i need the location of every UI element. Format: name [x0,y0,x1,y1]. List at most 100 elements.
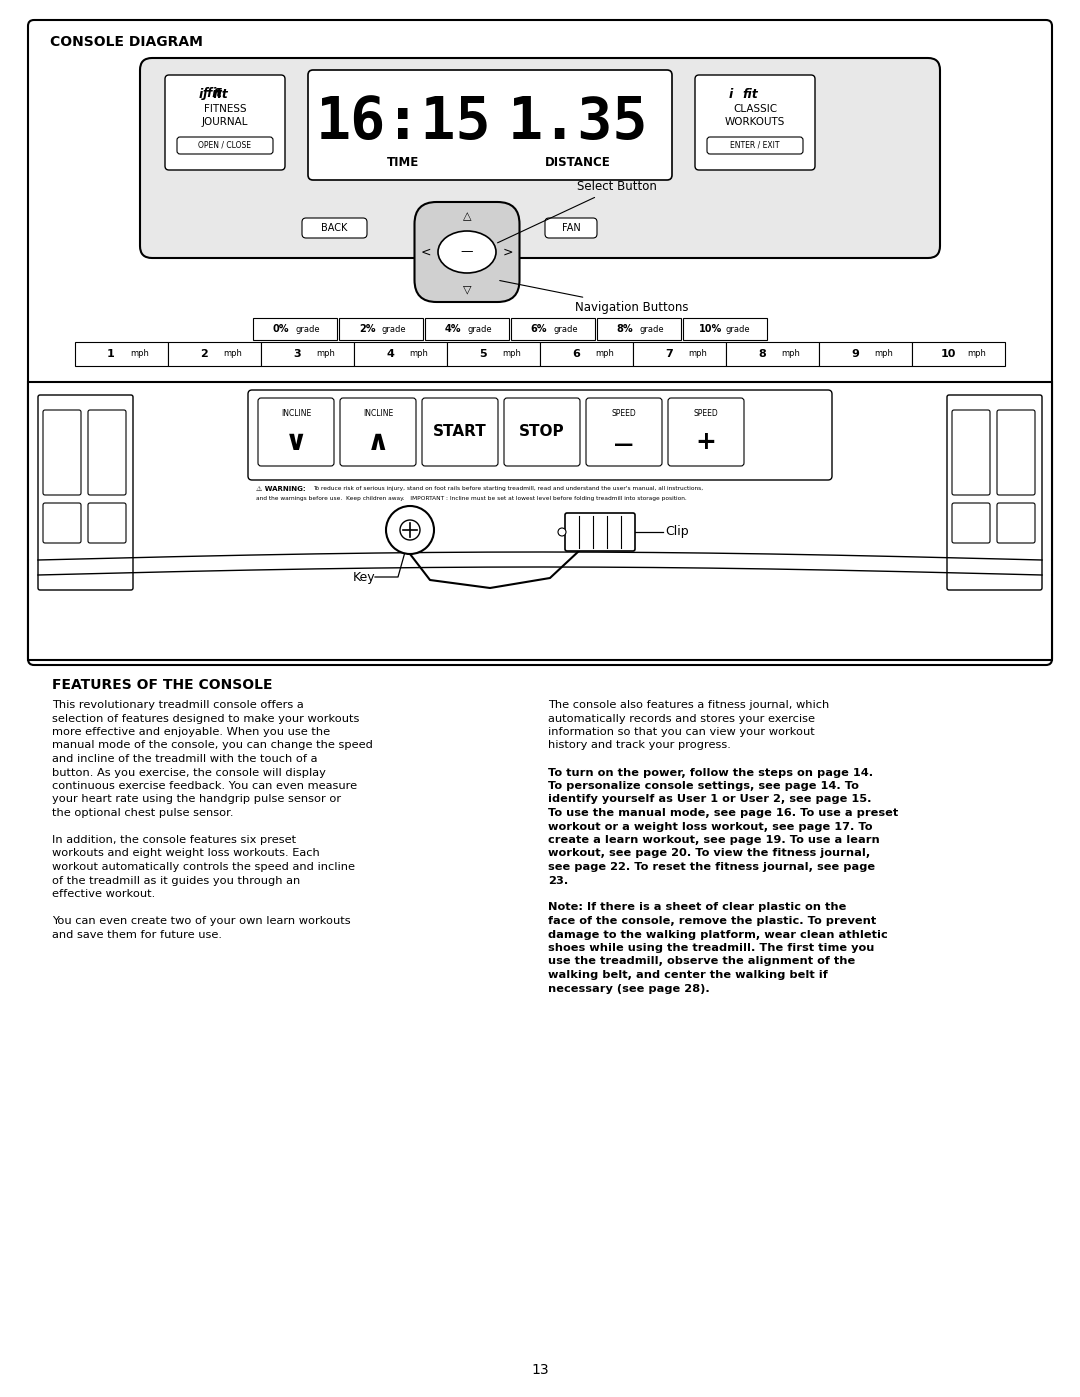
FancyBboxPatch shape [422,398,498,467]
Text: 7: 7 [665,349,673,359]
Text: identify yourself as User 1 or User 2, see page 15.: identify yourself as User 1 or User 2, s… [548,795,872,805]
Text: SPEED: SPEED [611,409,636,419]
Ellipse shape [438,231,496,272]
Text: mph: mph [595,349,615,359]
FancyBboxPatch shape [87,503,126,543]
Text: This revolutionary treadmill console offers a: This revolutionary treadmill console off… [52,700,303,710]
FancyBboxPatch shape [140,59,940,258]
Text: 2%: 2% [359,324,375,334]
Text: INCLINE: INCLINE [281,409,311,419]
Text: The console also features a fitness journal, which: The console also features a fitness jour… [548,700,829,710]
Text: grade: grade [296,324,321,334]
Text: 16:15: 16:15 [315,94,490,151]
Text: and save them for future use.: and save them for future use. [52,929,222,940]
Text: 2: 2 [200,349,207,359]
Bar [726,342,819,366]
Bar [426,319,509,339]
FancyBboxPatch shape [302,218,367,237]
FancyBboxPatch shape [586,398,662,467]
Bar [540,342,633,366]
Text: To reduce risk of serious injury, stand on foot rails before starting treadmill,: To reduce risk of serious injury, stand … [313,486,703,490]
Text: grade: grade [381,324,406,334]
Text: 0%: 0% [273,324,289,334]
Bar [28,381,1052,659]
Text: To use the manual mode, see page 16. To use a preset: To use the manual mode, see page 16. To … [548,807,899,819]
Text: damage to the walking platform, wear clean athletic: damage to the walking platform, wear cle… [548,929,888,940]
Text: create a learn workout, see page 19. To use a learn: create a learn workout, see page 19. To … [548,835,880,845]
FancyBboxPatch shape [707,137,804,154]
FancyBboxPatch shape [696,75,815,170]
Bar [253,319,337,339]
Bar [511,319,595,339]
Text: 3: 3 [293,349,301,359]
Text: 1.35: 1.35 [508,94,648,151]
Text: 1: 1 [107,349,114,359]
Text: automatically records and stores your exercise: automatically records and stores your ex… [548,714,815,724]
Text: Navigation Buttons: Navigation Buttons [500,281,689,313]
Text: mph: mph [968,349,986,359]
Bar [633,342,726,366]
Text: ENTER / EXIT: ENTER / EXIT [730,141,780,149]
FancyBboxPatch shape [504,398,580,467]
Text: ▽: ▽ [462,284,471,293]
Text: JOURNAL: JOURNAL [202,117,248,127]
Text: workout automatically controls the speed and incline: workout automatically controls the speed… [52,862,355,872]
Text: INCLINE: INCLINE [363,409,393,419]
Text: more effective and enjoyable. When you use the: more effective and enjoyable. When you u… [52,726,330,738]
Text: +: + [696,430,716,454]
Text: 4%: 4% [445,324,461,334]
Text: —: — [461,246,473,258]
Text: To personalize console settings, see page 14. To: To personalize console settings, see pag… [548,781,859,791]
FancyBboxPatch shape [947,395,1042,590]
Text: —: — [615,434,634,454]
Text: and the warnings before use.  Keep children away.   IMPORTANT : Incline must be : and the warnings before use. Keep childr… [256,496,687,502]
FancyBboxPatch shape [669,398,744,467]
Text: fit: fit [212,88,228,101]
Text: walking belt, and center the walking belt if: walking belt, and center the walking bel… [548,970,827,981]
FancyBboxPatch shape [951,409,990,495]
Text: 8: 8 [758,349,766,359]
Text: ∨: ∨ [285,427,307,455]
Text: 13: 13 [531,1363,549,1377]
Text: FITNESS: FITNESS [204,103,246,115]
Text: △: △ [462,211,471,221]
Bar [261,342,354,366]
FancyBboxPatch shape [565,513,635,550]
Bar [168,342,261,366]
Text: In addition, the console features six preset: In addition, the console features six pr… [52,835,296,845]
Text: manual mode of the console, you can change the speed: manual mode of the console, you can chan… [52,740,373,750]
Text: mph: mph [782,349,800,359]
Text: of the treadmill as it guides you through an: of the treadmill as it guides you throug… [52,876,300,886]
Text: grade: grade [639,324,664,334]
Text: Note: If there is a sheet of clear plastic on the: Note: If there is a sheet of clear plast… [548,902,847,912]
Text: 23.: 23. [548,876,568,886]
Text: mph: mph [224,349,242,359]
FancyBboxPatch shape [165,75,285,170]
FancyBboxPatch shape [308,70,672,180]
Bar [447,342,540,366]
Text: ⚠ WARNING:: ⚠ WARNING: [256,486,306,492]
FancyBboxPatch shape [43,503,81,543]
Text: 6: 6 [572,349,580,359]
Text: continuous exercise feedback. You can even measure: continuous exercise feedback. You can ev… [52,781,357,791]
FancyBboxPatch shape [43,409,81,495]
Text: and incline of the treadmill with the touch of a: and incline of the treadmill with the to… [52,754,318,764]
Text: selection of features designed to make your workouts: selection of features designed to make y… [52,714,360,724]
Text: STOP: STOP [519,425,565,440]
Text: ∧: ∧ [367,427,389,455]
Text: face of the console, remove the plastic. To prevent: face of the console, remove the plastic.… [548,916,876,926]
Circle shape [558,528,566,536]
Text: CLASSIC: CLASSIC [733,103,778,115]
FancyBboxPatch shape [951,503,990,543]
Text: 4: 4 [386,349,394,359]
Text: workouts and eight weight loss workouts. Each: workouts and eight weight loss workouts.… [52,848,320,859]
Text: i: i [729,88,733,101]
Text: ƒfit: ƒfit [203,87,222,99]
Text: You can even create two of your own learn workouts: You can even create two of your own lear… [52,916,351,926]
Bar [819,342,912,366]
Text: SPEED: SPEED [693,409,718,419]
Text: FEATURES OF THE CONSOLE: FEATURES OF THE CONSOLE [52,678,272,692]
FancyBboxPatch shape [38,395,133,590]
Bar [912,342,1005,366]
Text: Select Button: Select Button [498,180,657,243]
